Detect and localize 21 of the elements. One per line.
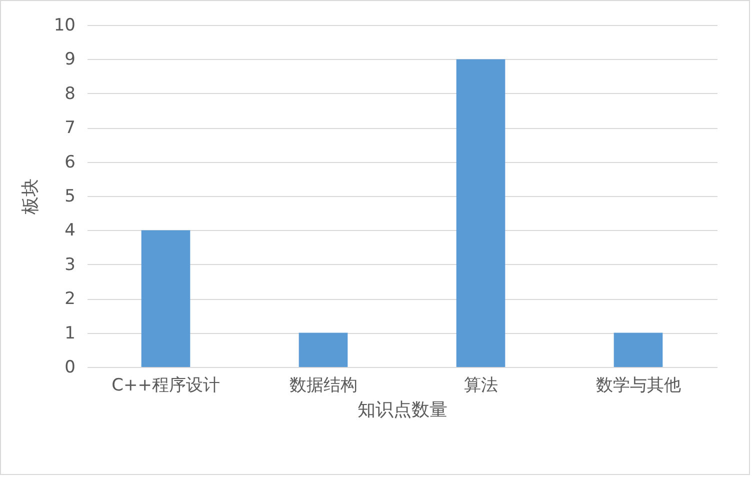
y-tick-label: 0 xyxy=(64,358,76,378)
y-tick-label: 3 xyxy=(64,254,76,275)
y-tick-label: 5 xyxy=(64,186,76,206)
y-tick-label: 10 xyxy=(54,16,76,36)
y-tick-label: 8 xyxy=(64,84,76,104)
bar xyxy=(298,332,348,367)
y-tick-label: 1 xyxy=(64,323,76,344)
y-tick-label: 7 xyxy=(64,118,76,138)
bar xyxy=(141,230,190,367)
x-tick-label: 数据结构 xyxy=(289,376,358,396)
y-tick-label: 6 xyxy=(64,152,76,172)
x-axis-title: 知识点数量 xyxy=(358,400,448,420)
bar xyxy=(614,332,663,367)
bar xyxy=(456,59,506,367)
y-tick-label: 4 xyxy=(64,220,76,241)
x-tick-label: 算法 xyxy=(464,376,498,396)
x-tick-label: 数学与其他 xyxy=(596,376,681,396)
y-tick-label: 2 xyxy=(64,289,76,310)
y-axis-title: 板块 xyxy=(20,178,41,216)
x-tick-label: C++程序设计 xyxy=(112,376,220,396)
y-tick-label: 9 xyxy=(64,50,76,70)
